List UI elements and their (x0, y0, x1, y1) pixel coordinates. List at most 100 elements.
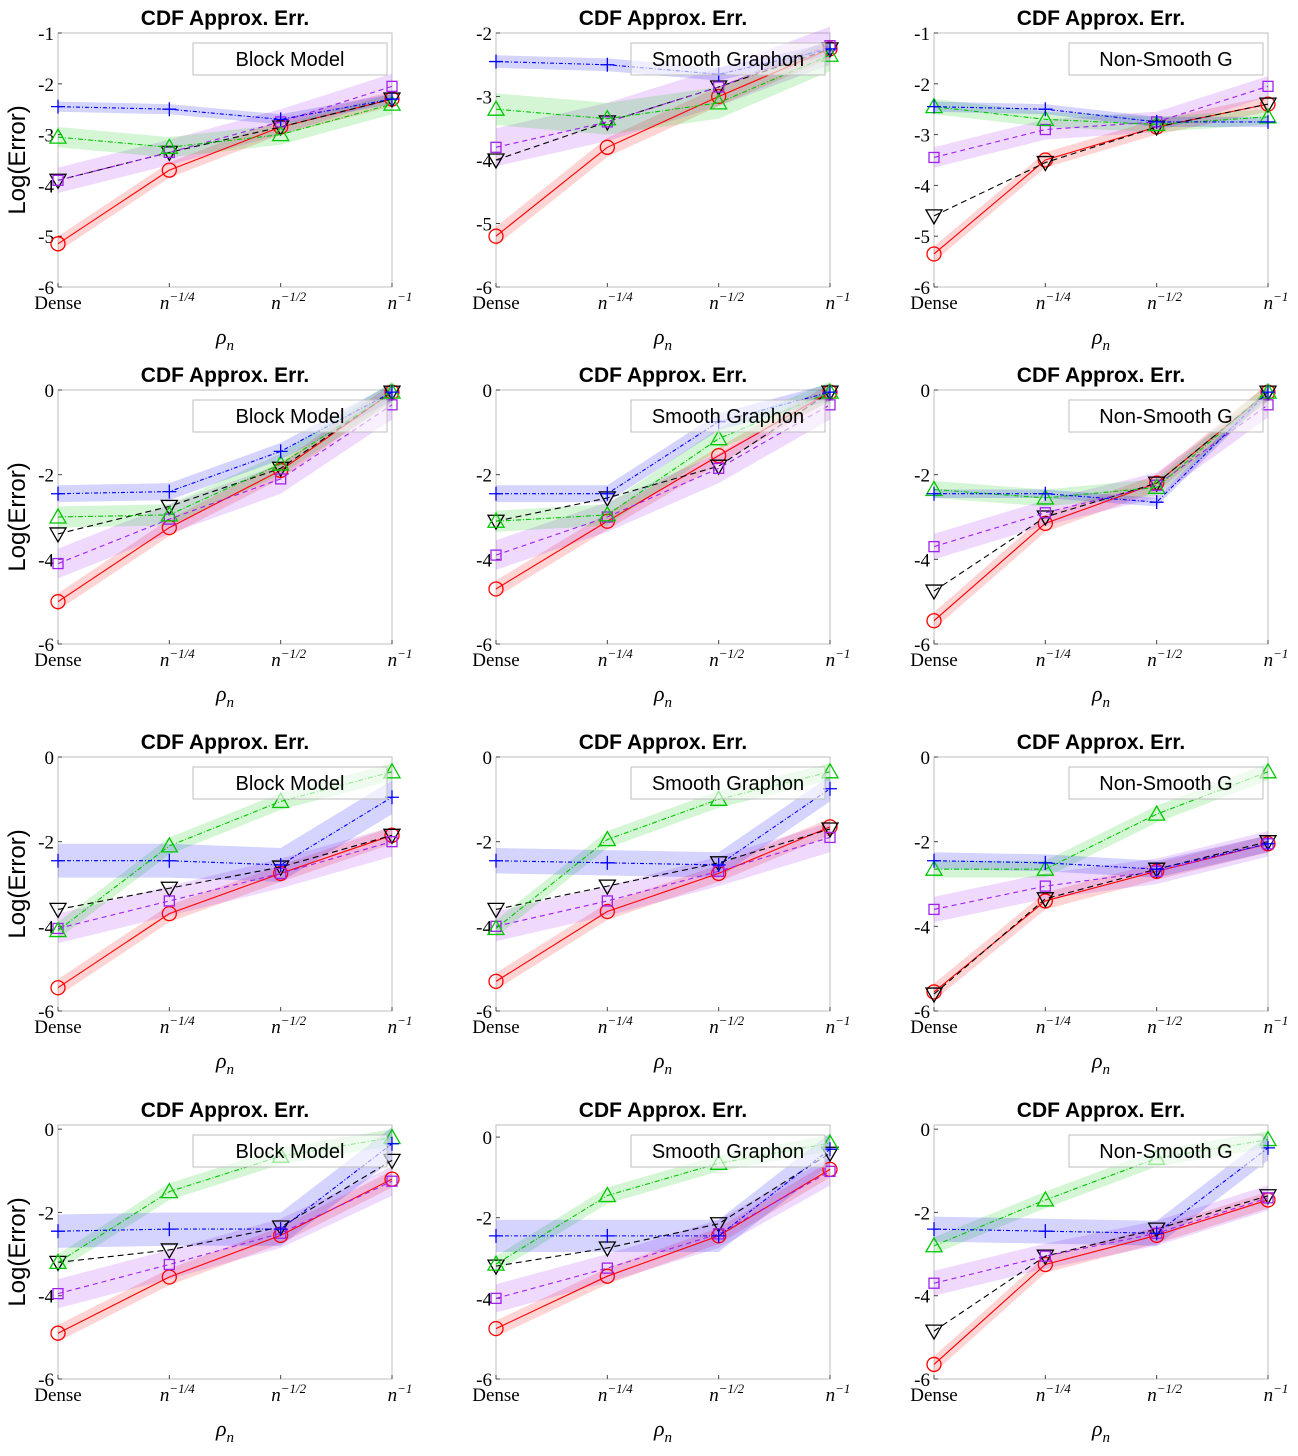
y-tick-label: -4 (914, 550, 930, 571)
series-line (933, 1139, 1269, 1247)
chart-panel: CDF Approx. Err. -6 -4 -2 0 Dense n−1/4 n−1/2 n−… (472, 731, 850, 1078)
series-line (495, 391, 831, 522)
x-tick-label: n−1/4 (160, 289, 195, 314)
confidence-band (496, 39, 830, 135)
legend-box (192, 1134, 388, 1168)
data-point (1038, 1224, 1053, 1239)
y-tick-label: -6 (476, 1370, 492, 1391)
data-point (1038, 855, 1053, 870)
data-point (1039, 507, 1051, 519)
x-tick-label: n−1 (826, 1381, 851, 1406)
confidence-band (934, 763, 1268, 878)
x-axis-label: ρn (1091, 681, 1110, 711)
series-line (495, 826, 831, 982)
y-tick-label: -6 (914, 278, 930, 299)
legend-box (630, 399, 826, 433)
legend-label: Smooth Graphon (652, 773, 804, 795)
y-tick-label: -6 (476, 278, 492, 299)
legend-label: Smooth Graphon (652, 406, 804, 428)
confidence-band (934, 96, 1268, 262)
data-point (926, 1356, 942, 1373)
confidence-band (496, 390, 830, 570)
confidence-band (58, 381, 392, 528)
y-tick-label: -6 (914, 1002, 930, 1023)
series-line (933, 1147, 1269, 1234)
data-point (1262, 80, 1274, 92)
y-tick-label: -2 (476, 466, 492, 487)
data-point (48, 127, 68, 144)
series-line (495, 828, 831, 910)
data-point (48, 173, 68, 190)
y-tick-label: -2 (38, 75, 54, 96)
x-tick-label: n−1/2 (709, 1381, 744, 1406)
x-tick-label: n−1 (826, 289, 851, 314)
data-point (1039, 123, 1051, 136)
data-point (711, 857, 726, 872)
confidence-band (58, 1166, 392, 1309)
data-point (486, 511, 506, 528)
data-point (926, 984, 942, 1000)
data-point (48, 507, 68, 524)
legend-box (1068, 42, 1264, 76)
confidence-band (496, 776, 830, 878)
chart-panel: CDF Approx. Err. -6 -4 -2 0 Dense n−1/4 n−1/2 n−… (4, 364, 412, 711)
y-tick-label: 0 (483, 381, 493, 402)
x-tick-label: Dense (910, 1017, 957, 1038)
data-point (713, 81, 725, 93)
legend-box (192, 766, 388, 800)
data-point (600, 1228, 615, 1243)
chart-title: CDF Approx. Err. (579, 731, 747, 754)
y-tick-label: -2 (476, 833, 492, 854)
y-tick-label: -2 (38, 1203, 54, 1224)
x-tick-label: n−1/4 (1036, 1013, 1071, 1038)
data-point (486, 153, 506, 170)
data-point (1147, 115, 1166, 132)
x-tick-label: n−1/4 (598, 1381, 633, 1406)
data-point (824, 1165, 836, 1178)
y-tick-label: -2 (914, 75, 930, 96)
chart-title: CDF Approx. Err. (1017, 1099, 1185, 1122)
data-point (51, 99, 65, 114)
legend-box (192, 399, 388, 433)
chart-panel: CDF Approx. Err. -6 -4 -2 0 Dense n−1/4 n−1/2 n−… (910, 1099, 1288, 1446)
legend-label: Non-Smooth G (1099, 773, 1232, 795)
data-point (711, 1228, 726, 1243)
legend-box (1068, 1134, 1264, 1168)
data-point (1149, 862, 1164, 877)
series-line (934, 771, 1269, 870)
y-tick-label: -6 (476, 635, 492, 656)
data-point (1261, 114, 1275, 129)
x-tick-label: n−1/4 (1036, 289, 1071, 314)
data-point (598, 879, 617, 896)
data-point (1147, 804, 1166, 821)
data-point (50, 236, 66, 252)
x-tick-label: n−1 (1264, 646, 1289, 671)
data-point (601, 1262, 613, 1274)
series-line (495, 404, 831, 556)
legend-box (630, 1134, 826, 1168)
data-point (52, 557, 64, 570)
data-point (48, 527, 68, 544)
data-point (713, 462, 725, 474)
chart-title: CDF Approx. Err. (141, 364, 309, 387)
x-tick-label: Dense (34, 1385, 81, 1406)
y-tick-label: 0 (921, 381, 931, 402)
data-point (928, 1277, 940, 1289)
y-tick-label: -4 (38, 550, 54, 571)
data-point (162, 484, 177, 499)
series-line (495, 54, 831, 120)
data-point (385, 92, 399, 107)
confidence-band (496, 1157, 830, 1313)
confidence-band (934, 1191, 1268, 1373)
chart-title: CDF Approx. Err. (141, 7, 309, 30)
series-line (933, 103, 1269, 217)
data-point (160, 881, 179, 898)
x-tick-label: n−1/2 (1147, 1381, 1182, 1406)
chart-panel: CDF Approx. Err. -6 -4 -2 0 Dense n−1/4 n−1/2 n−… (910, 731, 1288, 1078)
chart-title: CDF Approx. Err. (579, 7, 747, 30)
data-point (382, 762, 402, 779)
x-tick-label: Dense (910, 650, 957, 671)
data-point (160, 505, 179, 522)
confidence-band (934, 383, 1268, 630)
